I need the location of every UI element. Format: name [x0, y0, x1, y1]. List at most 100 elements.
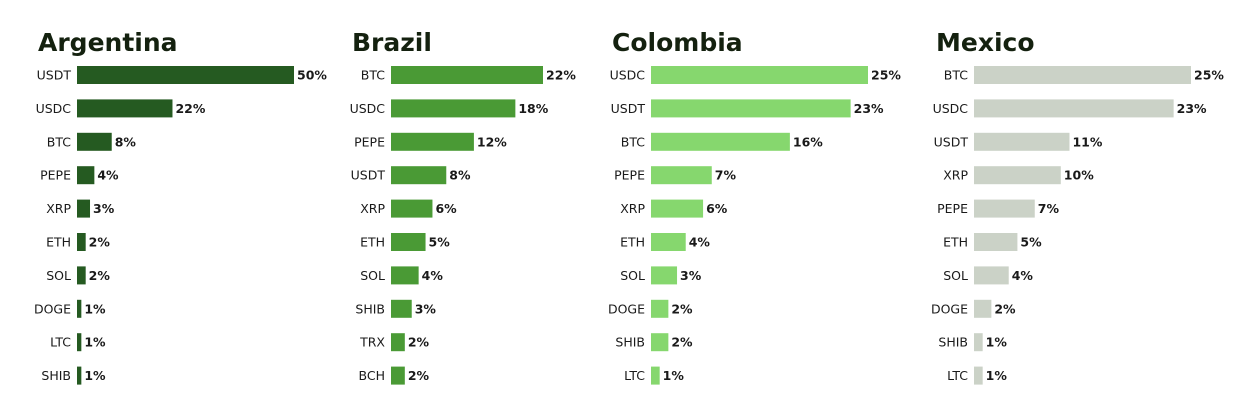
bar [77, 266, 86, 285]
bar [974, 66, 1191, 84]
category-label: LTC [624, 368, 645, 383]
category-label: LTC [947, 368, 968, 383]
value-label: 4% [97, 168, 119, 183]
bar-row: USDT 23% [611, 99, 884, 118]
bar-chart-mexico: Mexico BTC 25% USDC 23% USDT 11% XRP 10% PEPE 7% ET… [931, 28, 1224, 385]
bar [391, 166, 447, 185]
value-label: 2% [408, 335, 430, 350]
bar [391, 366, 405, 385]
value-label: 50% [297, 68, 327, 83]
value-label: 2% [89, 235, 111, 250]
bar [391, 299, 412, 318]
value-label: 2% [408, 368, 430, 383]
value-label: 6% [435, 201, 457, 216]
bar-chart-brazil: Brazil BTC 22% USDC 18% PEPE 12% USDT 8% XRP 6% ETH… [350, 28, 576, 385]
bar-row: USDC 22% [36, 99, 206, 118]
bar [77, 132, 112, 151]
value-label: 1% [84, 368, 106, 383]
category-label: PEPE [937, 201, 968, 216]
bar-row: USDT 11% [934, 132, 1103, 151]
bar [974, 99, 1174, 118]
chart-title: Mexico [936, 28, 1035, 57]
value-label: 1% [986, 368, 1008, 383]
bar-row: PEPE 7% [937, 199, 1060, 218]
bar-row: ETH 4% [620, 233, 710, 251]
bar-row: DOGE 1% [34, 299, 106, 318]
value-label: 2% [671, 301, 693, 316]
bar [651, 299, 669, 318]
category-label: ETH [620, 235, 645, 250]
bar-row: USDC 23% [933, 99, 1207, 118]
category-label: SHIB [938, 335, 968, 350]
category-label: SOL [620, 268, 645, 283]
category-label: SHIB [615, 335, 645, 350]
bar [651, 199, 704, 218]
bar [651, 233, 686, 251]
bar-row: USDC 25% [610, 66, 901, 84]
bar [651, 166, 712, 185]
value-label: 6% [706, 201, 728, 216]
bar [391, 266, 419, 285]
bar-row: XRP 3% [46, 199, 115, 218]
bar-row: USDT 8% [351, 166, 471, 185]
bar [651, 99, 851, 118]
category-label: BTC [361, 68, 385, 83]
bar-row: PEPE 4% [40, 166, 119, 185]
bar [651, 333, 669, 352]
bar-chart-colombia: Colombia USDC 25% USDT 23% BTC 16% PEPE 7% XRP 6% E… [608, 28, 901, 385]
value-label: 1% [986, 335, 1008, 350]
bar [974, 199, 1035, 218]
bar-row: BTC 8% [47, 132, 137, 151]
bar-row: SOL 3% [620, 266, 702, 285]
category-label: USDT [37, 68, 72, 83]
value-label: 12% [477, 134, 507, 149]
bar [77, 299, 82, 318]
chart-title: Brazil [352, 28, 432, 57]
category-label: XRP [620, 201, 645, 216]
bar [77, 166, 95, 185]
value-label: 4% [422, 268, 444, 283]
value-label: 18% [518, 101, 548, 116]
bar [974, 299, 992, 318]
value-label: 5% [1020, 235, 1042, 250]
bar [974, 333, 983, 352]
bar-row: LTC 1% [50, 333, 106, 352]
category-label: BTC [621, 134, 645, 149]
category-label: SOL [360, 268, 385, 283]
bar-row: ETH 5% [360, 233, 450, 251]
value-label: 8% [115, 134, 137, 149]
category-label: SOL [943, 268, 968, 283]
bar [77, 333, 82, 352]
category-label: PEPE [40, 168, 71, 183]
bar [651, 366, 660, 385]
bar [974, 233, 1018, 251]
value-label: 4% [689, 235, 711, 250]
bar-row: DOGE 2% [608, 299, 693, 318]
category-label: DOGE [34, 301, 71, 316]
value-label: 2% [89, 268, 111, 283]
value-label: 23% [1177, 101, 1207, 116]
category-label: USDC [36, 101, 72, 116]
category-label: XRP [943, 168, 968, 183]
bar [391, 66, 543, 84]
category-label: PEPE [354, 134, 385, 149]
bar-row: BTC 16% [621, 132, 823, 151]
bar [651, 66, 868, 84]
bar-row: XRP 6% [620, 199, 728, 218]
value-label: 1% [84, 335, 106, 350]
bar-row: PEPE 7% [614, 166, 736, 185]
bar [391, 333, 405, 352]
value-label: 4% [1012, 268, 1034, 283]
bar-row: USDC 18% [350, 99, 549, 118]
value-label: 7% [1038, 201, 1060, 216]
value-label: 1% [663, 368, 685, 383]
bar-row: BTC 25% [944, 66, 1224, 84]
value-label: 3% [93, 201, 115, 216]
bar-row: XRP 10% [943, 166, 1094, 185]
category-label: BTC [944, 68, 968, 83]
bar [77, 366, 82, 385]
value-label: 3% [680, 268, 702, 283]
bar [651, 266, 678, 285]
bar-row: PEPE 12% [354, 132, 507, 151]
